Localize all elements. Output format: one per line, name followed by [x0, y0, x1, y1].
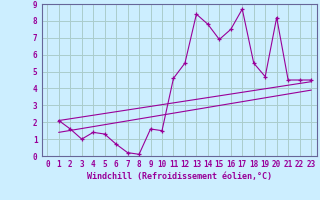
- X-axis label: Windchill (Refroidissement éolien,°C): Windchill (Refroidissement éolien,°C): [87, 172, 272, 181]
